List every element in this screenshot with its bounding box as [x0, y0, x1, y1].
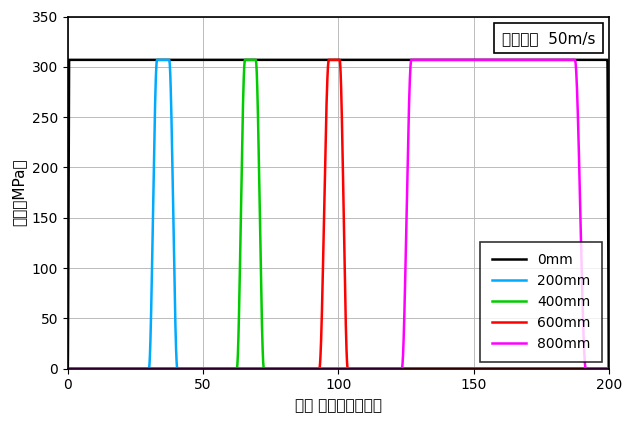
600mm [325, 57, 332, 62]
Line: 600mm: 600mm [68, 60, 609, 368]
400mm [605, 366, 613, 371]
200mm [149, 189, 157, 194]
800mm [605, 366, 613, 371]
800mm [574, 114, 582, 120]
600mm [343, 357, 351, 363]
Y-axis label: 圧力（MPa）: 圧力（MPa） [11, 159, 26, 226]
800mm [408, 57, 415, 62]
600mm [339, 139, 346, 144]
800mm [403, 189, 411, 194]
800mm [398, 365, 406, 371]
800mm [581, 357, 589, 363]
200mm [605, 366, 613, 371]
200mm [173, 357, 180, 363]
800mm [582, 366, 589, 371]
Line: 200mm: 200mm [68, 60, 609, 368]
200mm [146, 365, 153, 371]
400mm [260, 357, 267, 363]
400mm [233, 365, 241, 371]
0mm [64, 366, 72, 371]
600mm [338, 114, 346, 120]
600mm [605, 366, 613, 371]
200mm [173, 366, 181, 371]
600mm [316, 365, 323, 371]
400mm [260, 366, 268, 371]
X-axis label: 時刻 （マイクロ秒）: 時刻 （マイクロ秒） [295, 398, 382, 413]
400mm [241, 57, 249, 62]
0mm [65, 183, 72, 188]
0mm [605, 246, 612, 251]
600mm [321, 189, 329, 194]
600mm [64, 366, 72, 371]
Legend: 0mm, 200mm, 400mm, 600mm, 800mm: 0mm, 200mm, 400mm, 600mm, 800mm [480, 242, 602, 362]
600mm [344, 366, 351, 371]
400mm [64, 366, 72, 371]
Line: 400mm: 400mm [68, 60, 609, 368]
200mm [153, 57, 161, 62]
0mm [605, 350, 612, 355]
0mm [605, 194, 612, 199]
800mm [64, 366, 72, 371]
0mm [65, 57, 73, 62]
200mm [168, 139, 176, 144]
400mm [237, 189, 245, 194]
0mm [605, 366, 613, 371]
400mm [254, 139, 262, 144]
200mm [168, 114, 175, 120]
800mm [575, 139, 582, 144]
400mm [254, 114, 262, 120]
Line: 0mm: 0mm [68, 60, 609, 368]
0mm [605, 309, 612, 314]
Text: 衝突速度  50m/s: 衝突速度 50m/s [502, 31, 595, 46]
0mm [605, 366, 613, 371]
200mm [64, 366, 72, 371]
Line: 800mm: 800mm [68, 60, 609, 368]
